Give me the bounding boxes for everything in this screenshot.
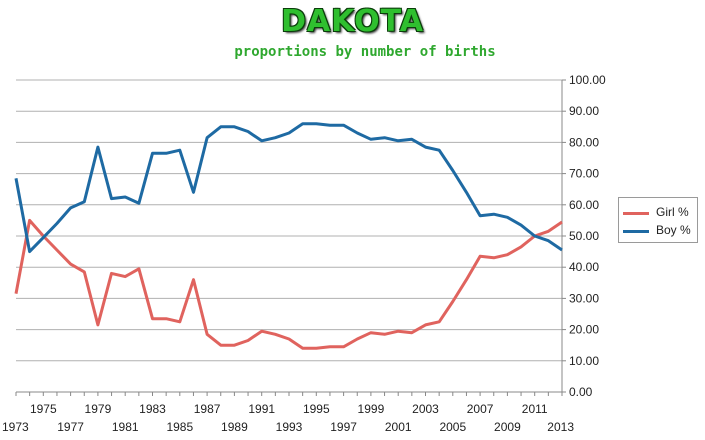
x-tick-label: 1977	[57, 420, 84, 434]
y-tick-label: 60.00	[569, 198, 599, 212]
x-tick-label: 1997	[330, 420, 357, 434]
legend-label-girl: Girl %	[656, 205, 689, 219]
x-tick-label: 1983	[139, 402, 166, 416]
x-tick-label: 1995	[303, 402, 330, 416]
x-tick-label: 1987	[194, 402, 221, 416]
series-line-boy	[14, 122, 563, 254]
x-tick-label: 1981	[112, 420, 139, 434]
x-tick-label: 2007	[467, 402, 494, 416]
x-tick-label: 2013	[547, 420, 574, 434]
x-tick-label: 1991	[248, 402, 275, 416]
legend-swatch-girl	[623, 212, 649, 215]
series-line-girl	[14, 218, 563, 350]
x-tick-label: 1973	[2, 420, 29, 434]
y-tick-label: 0.00	[569, 385, 593, 399]
x-tick-label: 2005	[439, 420, 466, 434]
y-tick-label: 30.00	[569, 291, 599, 305]
x-tick-label: 2001	[385, 420, 412, 434]
y-tick-label: 70.00	[569, 167, 599, 181]
y-tick-label: 40.00	[569, 260, 599, 274]
y-tick-label: 10.00	[569, 354, 599, 368]
x-tick-label: 2009	[494, 420, 521, 434]
y-tick-label: 20.00	[569, 323, 599, 337]
chart-title: DAKOTA	[281, 4, 424, 39]
legend-swatch-boy	[623, 230, 649, 233]
x-tick-label: 2011	[522, 402, 548, 416]
legend-label-boy: Boy %	[656, 223, 691, 237]
x-tick-label: 1985	[166, 420, 193, 434]
chart-subtitle: proportions by number of births	[234, 44, 496, 60]
y-tick-label: 90.00	[569, 104, 599, 118]
x-tick-label: 2003	[412, 402, 439, 416]
x-tick-label: 1975	[30, 402, 57, 416]
y-tick-label: 100.00	[569, 73, 606, 87]
y-tick-label: 80.00	[569, 135, 599, 149]
x-tick-label: 1979	[85, 402, 112, 416]
chart-legend: Girl % Boy %	[618, 197, 698, 243]
x-tick-label: 1989	[221, 420, 248, 434]
y-tick-label: 50.00	[569, 229, 599, 243]
x-tick-label: 1993	[276, 420, 303, 434]
x-tick-label: 1999	[358, 402, 385, 416]
